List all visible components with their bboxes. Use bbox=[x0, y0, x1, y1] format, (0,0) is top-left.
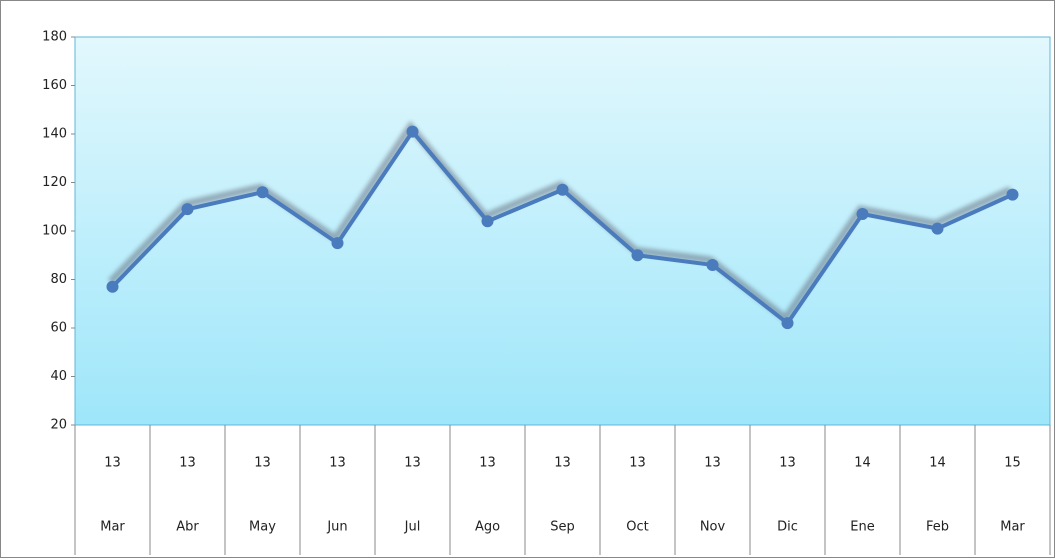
x-tick-label: Mar bbox=[1000, 520, 1025, 535]
x-year-label: 13 bbox=[404, 456, 421, 471]
x-year-label: 13 bbox=[104, 456, 121, 471]
y-tick-label: 160 bbox=[42, 78, 67, 93]
marker bbox=[481, 215, 494, 228]
marker bbox=[556, 183, 569, 196]
y-tick-label: 140 bbox=[42, 127, 67, 142]
x-tick-label: Abr bbox=[176, 520, 199, 535]
marker bbox=[256, 186, 269, 199]
x-tick-label: Jul bbox=[404, 520, 421, 535]
x-year-label: 13 bbox=[179, 456, 196, 471]
marker bbox=[706, 258, 719, 271]
x-tick-label: Ene bbox=[850, 520, 874, 535]
x-year-label: 13 bbox=[779, 456, 796, 471]
plot-area bbox=[74, 36, 1051, 426]
marker bbox=[406, 125, 419, 138]
marker bbox=[631, 249, 644, 262]
marker bbox=[781, 317, 794, 330]
marker bbox=[856, 208, 869, 221]
y-tick-label: 180 bbox=[42, 30, 67, 45]
x-tick-label: May bbox=[249, 520, 276, 535]
x-tick-label: Sep bbox=[550, 520, 575, 535]
x-year-label: 13 bbox=[254, 456, 271, 471]
x-tick-label: Oct bbox=[626, 520, 648, 535]
y-tick-label: 40 bbox=[50, 369, 67, 384]
x-year-label: 13 bbox=[479, 456, 496, 471]
x-tick-label: Feb bbox=[926, 520, 949, 535]
marker bbox=[106, 280, 119, 293]
x-tick-label: Jun bbox=[326, 520, 347, 535]
y-tick-label: 120 bbox=[42, 175, 67, 190]
x-tick-label: Mar bbox=[100, 520, 125, 535]
x-year-label: 15 bbox=[1004, 456, 1021, 471]
marker bbox=[331, 237, 344, 250]
marker bbox=[1006, 188, 1019, 201]
marker bbox=[181, 203, 194, 216]
y-tick-label: 100 bbox=[42, 224, 67, 239]
x-tick-label: Ago bbox=[475, 520, 500, 535]
x-year-label: 13 bbox=[704, 456, 721, 471]
x-year-label: 13 bbox=[554, 456, 571, 471]
y-tick-label: 80 bbox=[50, 272, 67, 287]
x-year-label: 14 bbox=[854, 456, 871, 471]
x-year-label: 13 bbox=[629, 456, 646, 471]
x-year-label: 14 bbox=[929, 456, 946, 471]
x-tick-label: Nov bbox=[700, 520, 726, 535]
y-tick-label: 60 bbox=[50, 321, 67, 336]
marker bbox=[931, 222, 944, 235]
x-year-label: 13 bbox=[329, 456, 346, 471]
y-tick-label: 20 bbox=[50, 418, 67, 433]
x-tick-label: Dic bbox=[777, 520, 798, 535]
